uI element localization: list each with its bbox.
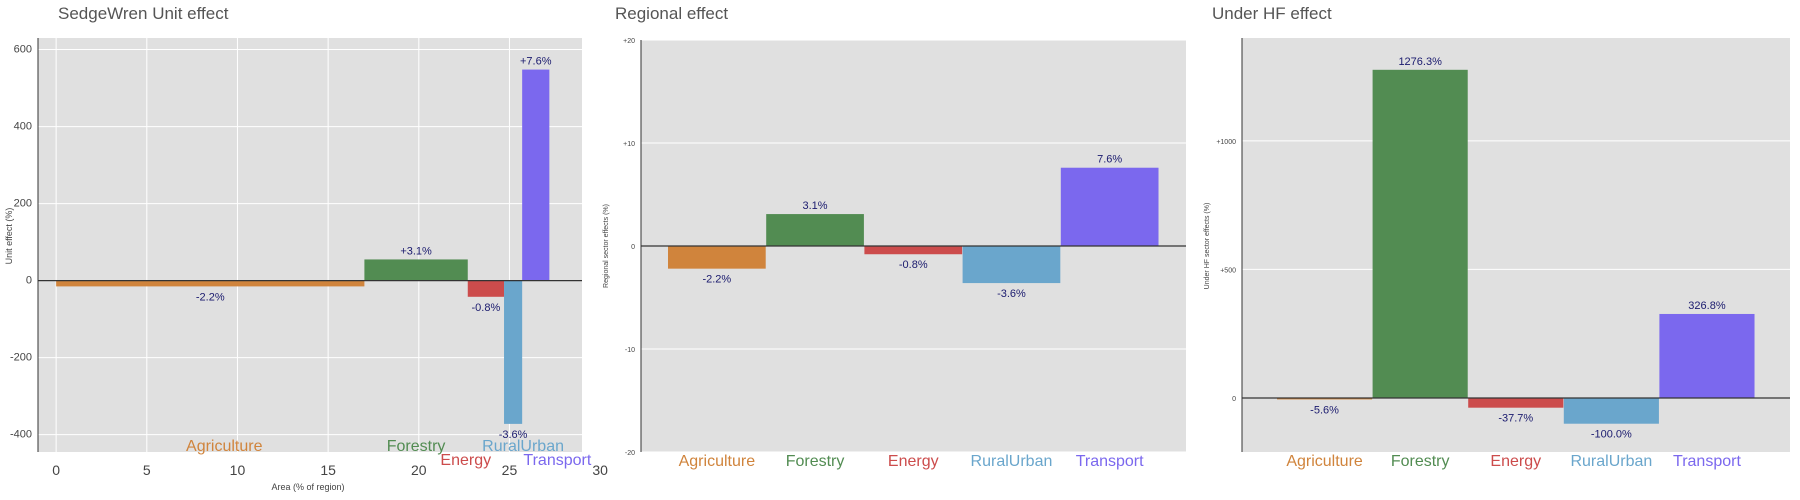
- bar-agriculture: [668, 246, 766, 269]
- bar-agriculture: [56, 280, 365, 287]
- data-label-agriculture: -5.6%: [1310, 404, 1339, 416]
- category-label-forestry: Forestry: [1391, 453, 1450, 470]
- bar-forestry: [364, 259, 468, 281]
- data-label-ruralurban: -100.0%: [1591, 429, 1632, 441]
- data-label-agriculture: -2.2%: [702, 274, 731, 286]
- data-label-forestry: 3.1%: [803, 200, 828, 212]
- bar-transport: [1659, 313, 1755, 398]
- x-tick-label: 0: [52, 462, 60, 478]
- bar-energy: [467, 280, 505, 297]
- category-label-ruralurban: RuralUrban: [1570, 453, 1652, 470]
- chart-3-ylabel: Under HF sector effects (%): [1204, 203, 1211, 290]
- y-tick-label: +1000: [1216, 139, 1236, 146]
- category-label-energy: Energy: [440, 452, 491, 469]
- bar-forestry: [766, 214, 864, 246]
- plot-background: [38, 38, 582, 452]
- category-label-forestry: Forestry: [786, 453, 845, 470]
- data-label-forestry: 1276.3%: [1398, 56, 1442, 68]
- category-label-transport: Transport: [523, 452, 591, 469]
- category-label-transport: Transport: [1076, 453, 1144, 470]
- y-tick-label: 600: [14, 44, 32, 56]
- x-tick-label: 5: [143, 462, 151, 478]
- chart-2-ylabel: Regional sector effects (%): [603, 204, 610, 288]
- data-label-transport: 326.8%: [1688, 300, 1726, 312]
- data-label-energy: -37.7%: [1498, 413, 1533, 425]
- y-tick-label: +500: [1220, 267, 1236, 274]
- bar-energy: [864, 246, 963, 255]
- bar-transport: [1060, 167, 1159, 246]
- x-tick-label: 15: [320, 462, 336, 478]
- bar-ruralurban: [962, 246, 1061, 284]
- x-tick-label: 25: [502, 462, 518, 478]
- y-tick-label: 0: [631, 244, 635, 251]
- y-tick-label: -10: [625, 347, 635, 354]
- bar-energy: [1468, 398, 1564, 408]
- y-tick-label: 400: [14, 121, 32, 133]
- data-label-energy: -0.8%: [899, 259, 928, 271]
- data-label-forestry: +3.1%: [400, 245, 432, 257]
- y-tick-label: 200: [14, 198, 32, 210]
- category-label-energy: Energy: [888, 453, 939, 470]
- x-tick-label: 10: [230, 462, 246, 478]
- category-label-transport: Transport: [1673, 453, 1741, 470]
- chart-2-plot: -20 -10 0 +10 +20 -2.2% 3.1% -0.8% -3.6% 7.6% Agri…: [623, 38, 1186, 470]
- category-label-ruralurban: RuralUrban: [482, 438, 564, 455]
- bar-agriculture: [1277, 398, 1373, 400]
- chart-3-title: Under HF effect: [1212, 4, 1332, 23]
- chart-1-plot: -400 -200 0 200 400 600 0 5 10 15 20 25 30 -2.2% +3.1%…: [10, 38, 608, 478]
- data-label-transport: 7.6%: [1097, 154, 1122, 166]
- chart-2-title: Regional effect: [615, 4, 728, 23]
- data-label-agriculture: -2.2%: [196, 291, 225, 303]
- x-tick-label: 20: [411, 462, 427, 478]
- category-label-forestry: Forestry: [387, 438, 446, 455]
- category-label-agriculture: Agriculture: [186, 438, 263, 455]
- bar-forestry: [1372, 69, 1468, 399]
- y-tick-label: +20: [623, 38, 635, 45]
- chart-1-title: SedgeWren Unit effect: [58, 4, 229, 23]
- category-label-agriculture: Agriculture: [1286, 453, 1363, 470]
- chart-3-plot: 0 +500 +1000 -5.6% 1276.3% -37.7% -100.0% 326.8…: [1216, 38, 1790, 470]
- y-tick-label: -400: [10, 429, 32, 441]
- chart-1-ylabel: Unit effect (%): [4, 208, 14, 265]
- x-tick-label: 30: [592, 462, 608, 478]
- data-label-transport: +7.6%: [520, 56, 552, 68]
- y-tick-label: 0: [26, 275, 32, 287]
- y-tick-label: +10: [623, 141, 635, 148]
- category-label-energy: Energy: [1490, 453, 1541, 470]
- bar-transport: [522, 69, 550, 281]
- category-label-ruralurban: RuralUrban: [971, 453, 1053, 470]
- chart-1-xlabel: Area (% of region): [271, 482, 344, 492]
- bar-ruralurban: [504, 280, 523, 424]
- y-tick-label: 0: [1232, 396, 1236, 403]
- y-tick-label: -20: [625, 450, 635, 457]
- data-label-ruralurban: -3.6%: [499, 429, 528, 441]
- category-label-agriculture: Agriculture: [679, 453, 756, 470]
- data-label-energy: -0.8%: [472, 302, 501, 314]
- data-label-ruralurban: -3.6%: [997, 288, 1026, 300]
- y-tick-label: -200: [10, 352, 32, 364]
- bar-ruralurban: [1563, 398, 1659, 424]
